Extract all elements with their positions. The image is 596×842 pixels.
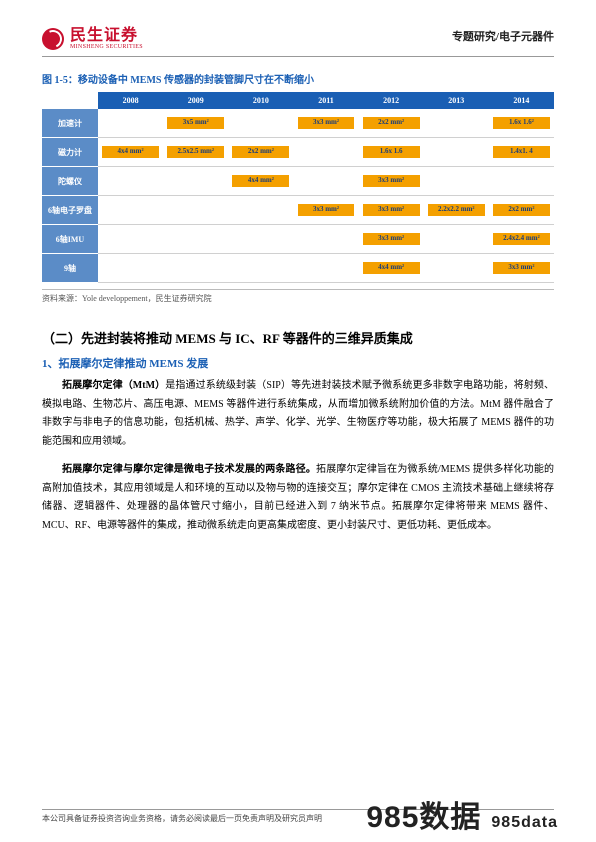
- size-value: 2x2 mm²: [363, 117, 420, 129]
- chart-cell: [163, 196, 228, 225]
- chart-cell: 2.4x2.4 mm²: [489, 225, 554, 254]
- chart-cell: 3x3 mm²: [359, 167, 424, 196]
- watermark-sub: 985data: [491, 814, 558, 831]
- chart-cell: [424, 167, 489, 196]
- chart-cell: 1.4x1. 4: [489, 138, 554, 167]
- chart-cell: [98, 196, 163, 225]
- chart-cell: [424, 225, 489, 254]
- size-value: 1.6x 1.6²: [493, 117, 550, 129]
- subsection-heading: 1、拓展摩尔定律推动 MEMS 发展: [42, 355, 554, 371]
- page-header: 民生证券 MINSHENG SECURITIES 专题研究/电子元器件: [42, 28, 554, 57]
- chart-cell: [98, 254, 163, 283]
- chart-cell: [98, 109, 163, 138]
- size-value: 3x3 mm²: [493, 262, 550, 274]
- size-value: 4x4 mm²: [232, 175, 289, 187]
- chart-cell: [424, 138, 489, 167]
- chart-cell: [293, 138, 358, 167]
- paragraph-2: 拓展摩尔定律与摩尔定律是微电子技术发展的两条路径。拓展摩尔定律旨在为微系统/ME…: [42, 461, 554, 535]
- p2-bold: 拓展摩尔定律与摩尔定律是微电子技术发展的两条路径。: [62, 464, 316, 475]
- size-value: 3x3 mm²: [363, 204, 420, 216]
- size-value: 2.5x2.5 mm²: [167, 146, 224, 158]
- paragraph-1: 拓展摩尔定律（MtM）是指通过系统级封装（SIP）等先进封装技术赋予微系统更多非…: [42, 377, 554, 451]
- year-header: 2011: [293, 92, 358, 109]
- watermark-main: 985数据: [366, 801, 481, 834]
- size-value: 3x5 mm²: [167, 117, 224, 129]
- mems-size-chart: 2008200920102011201220132014 加速计 3x5 mm² 3…: [42, 92, 554, 283]
- logo-icon: [42, 28, 64, 50]
- size-value: 1.6x 1.6: [363, 146, 420, 158]
- chart-cell: 3x3 mm²: [359, 196, 424, 225]
- size-value: 1.4x1. 4: [493, 146, 550, 158]
- size-value: 2.4x2.4 mm²: [493, 233, 550, 245]
- chart-cell: 2x2 mm²: [489, 196, 554, 225]
- chart-cell: [293, 254, 358, 283]
- year-header: 2012: [359, 92, 424, 109]
- year-header: 2008: [98, 92, 163, 109]
- row-label: 加速计: [42, 109, 98, 138]
- chart-cell: [98, 225, 163, 254]
- year-header: 2009: [163, 92, 228, 109]
- chart-cell: 2x2 mm²: [228, 138, 293, 167]
- chart-cell: [228, 254, 293, 283]
- section-heading: （二）先进封装将推动 MEMS 与 IC、RF 等器件的三维异质集成: [42, 328, 554, 347]
- figure-source: 资料来源：Yole developpement，民生证券研究院: [42, 289, 554, 304]
- logo-cn: 民生证券: [70, 28, 143, 44]
- chart-cell: 3x3 mm²: [293, 196, 358, 225]
- row-label: 陀螺仪: [42, 167, 98, 196]
- size-value: 3x3 mm²: [298, 117, 355, 129]
- chart-cell: [489, 167, 554, 196]
- chart-cell: 3x3 mm²: [359, 225, 424, 254]
- chart-cell: 2.5x2.5 mm²: [163, 138, 228, 167]
- row-label: 9轴: [42, 254, 98, 283]
- size-value: 3x3 mm²: [363, 175, 420, 187]
- year-header: 2013: [424, 92, 489, 109]
- size-value: 3x3 mm²: [298, 204, 355, 216]
- chart-cell: 1.6x 1.6²: [489, 109, 554, 138]
- logo-en: MINSHENG SECURITIES: [70, 44, 143, 50]
- chart-cell: 4x4 mm²: [359, 254, 424, 283]
- chart-cell: [293, 167, 358, 196]
- header-category: 专题研究/电子元器件: [452, 28, 554, 44]
- chart-cell: [163, 167, 228, 196]
- chart-cell: 2x2 mm²: [359, 109, 424, 138]
- size-value: 3x3 mm²: [363, 233, 420, 245]
- chart-cell: [228, 225, 293, 254]
- chart-cell: 3x5 mm²: [163, 109, 228, 138]
- chart-cell: [98, 167, 163, 196]
- size-value: 2.2x2.2 mm²: [428, 204, 485, 216]
- size-value: 4x4 mm²: [102, 146, 159, 158]
- chart-cell: [424, 109, 489, 138]
- chart-cell: 1.6x 1.6: [359, 138, 424, 167]
- chart-cell: [163, 254, 228, 283]
- chart-cell: [163, 225, 228, 254]
- size-value: 2x2 mm²: [493, 204, 550, 216]
- chart-cell: [228, 109, 293, 138]
- watermark: 985数据 985data: [366, 792, 558, 836]
- chart-cell: 3x3 mm²: [489, 254, 554, 283]
- row-label: 6轴电子罗盘: [42, 196, 98, 225]
- p1-bold: 拓展摩尔定律（MtM）: [62, 380, 165, 391]
- row-label: 磁力计: [42, 138, 98, 167]
- figure-title: 图 1-5：移动设备中 MEMS 传感器的封装管脚尺寸在不断缩小: [42, 71, 554, 86]
- chart-cell: [293, 225, 358, 254]
- chart-cell: 3x3 mm²: [293, 109, 358, 138]
- year-header: 2010: [228, 92, 293, 109]
- chart-cell: 4x4 mm²: [228, 167, 293, 196]
- chart-cell: 2.2x2.2 mm²: [424, 196, 489, 225]
- size-value: 4x4 mm²: [363, 262, 420, 274]
- row-label: 6轴IMU: [42, 225, 98, 254]
- logo: 民生证券 MINSHENG SECURITIES: [42, 28, 143, 50]
- chart-cell: [424, 254, 489, 283]
- chart-cell: [228, 196, 293, 225]
- year-header: 2014: [489, 92, 554, 109]
- chart-cell: 4x4 mm²: [98, 138, 163, 167]
- size-value: 2x2 mm²: [232, 146, 289, 158]
